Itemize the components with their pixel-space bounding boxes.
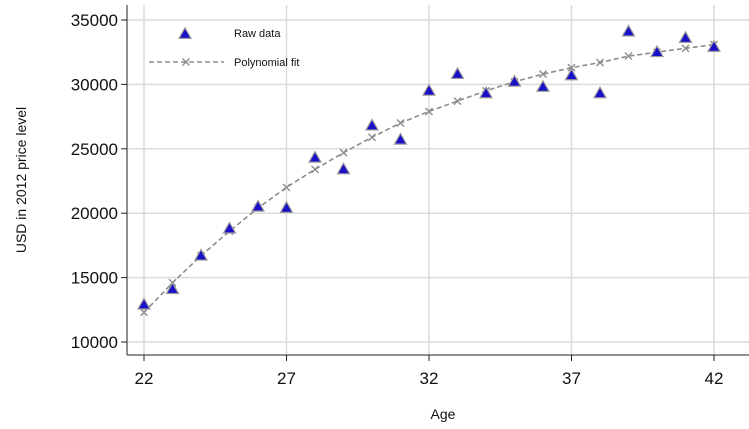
raw-data-point (450, 66, 465, 80)
raw-data-point (279, 200, 294, 213)
raw-data-point (621, 24, 636, 37)
polynomial-fit-point (425, 107, 433, 116)
raw-data-point (136, 297, 152, 310)
polynomial-fit-line (143, 43, 715, 313)
raw-data-series (136, 24, 722, 310)
raw-data-point (364, 118, 380, 131)
axes (121, 5, 749, 361)
polynomial-fit-point (596, 58, 604, 67)
raw-data-point (165, 281, 180, 295)
x-tick-label: 22 (135, 369, 154, 388)
legend-polynomial-fit-marker (182, 58, 190, 66)
polynomial-fit-point (396, 119, 405, 128)
polynomial-fit-point (539, 70, 547, 79)
raw-data-point (535, 79, 551, 92)
y-tick-label: 20000 (71, 204, 118, 223)
raw-data-point (421, 83, 437, 96)
raw-data-point (222, 221, 237, 234)
legend-raw-data-label: Raw data (234, 28, 281, 40)
y-tick-label: 10000 (71, 333, 118, 352)
raw-data-point (478, 86, 494, 99)
polynomial-fit-point (567, 63, 576, 72)
x-tick-label: 27 (277, 369, 296, 388)
raw-data-point (592, 86, 608, 99)
raw-data-point (678, 30, 693, 43)
y-axis-title: USD in 2012 price level (13, 107, 29, 253)
raw-data-point (564, 67, 579, 81)
polynomial-fit-point (681, 44, 690, 53)
legend: Raw data Polynomial fit (149, 26, 299, 69)
raw-data-point (507, 74, 522, 87)
raw-data-point (307, 150, 323, 163)
raw-data-point (193, 248, 209, 261)
raw-data-point (649, 44, 665, 58)
legend-raw-data-marker (177, 26, 193, 39)
x-tick-label: 37 (562, 369, 581, 388)
grid-lines (127, 5, 749, 355)
polynomial-fit-point (140, 308, 148, 317)
tick-labels: 10000 15000 20000 25000 30000 35000 22 27 32 37 42 (71, 11, 724, 388)
raw-data-point (393, 132, 408, 145)
polynomial-fit-point (368, 133, 376, 142)
x-tick-label: 32 (420, 369, 439, 388)
y-tick-label: 15000 (71, 269, 118, 288)
y-tick-label: 25000 (71, 140, 118, 159)
x-tick-label: 42 (705, 369, 724, 388)
polynomial-fit-point (624, 52, 633, 61)
polynomial-fit-point (339, 148, 348, 157)
polynomial-fit-point (282, 183, 291, 192)
raw-data-point (336, 161, 351, 175)
plot-area (127, 5, 749, 355)
polynomial-fit-point (311, 165, 319, 174)
polynomial-fit-point (453, 97, 462, 106)
legend-polynomial-fit-label: Polynomial fit (234, 57, 299, 69)
raw-data-point (706, 39, 722, 52)
y-tick-label: 35000 (71, 11, 118, 30)
x-axis-title: Age (431, 406, 456, 422)
y-tick-label: 30000 (71, 75, 118, 94)
raw-data-point (250, 199, 266, 212)
